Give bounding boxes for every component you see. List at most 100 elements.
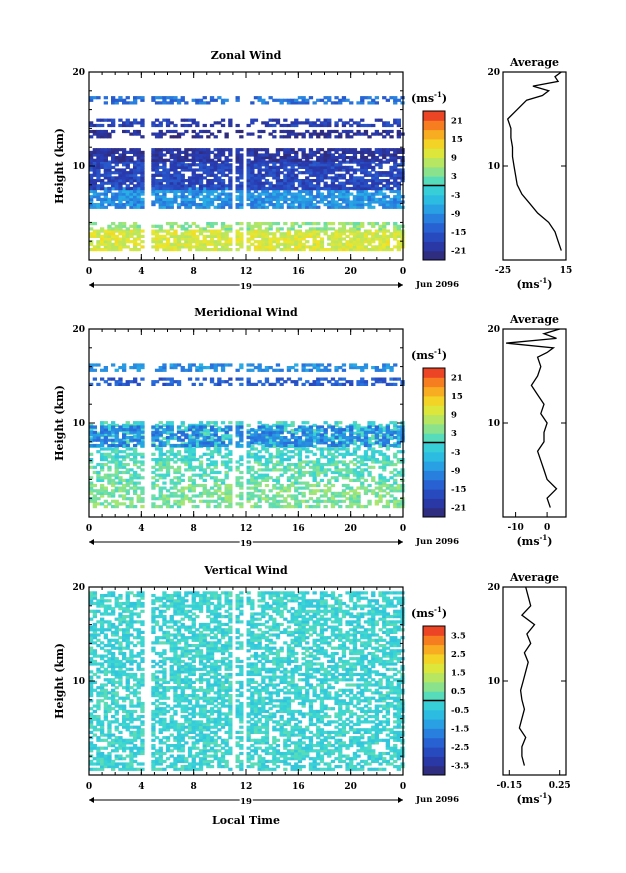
meridional-cell <box>133 380 138 384</box>
zonal-cell <box>246 184 251 188</box>
zonal-cell <box>118 186 123 191</box>
meridional-cell <box>162 481 167 485</box>
zonal-cell <box>345 189 350 194</box>
zonal-cell <box>111 158 116 162</box>
zonal-cell <box>158 135 163 139</box>
meridional-colorbar-bin <box>423 498 445 509</box>
zonal-cell <box>338 118 343 122</box>
meridional-cell <box>374 491 379 495</box>
zonal-cell <box>111 222 116 226</box>
meridional-cell <box>305 421 310 425</box>
zonal-cell <box>100 200 105 204</box>
zonal-cell <box>275 229 281 233</box>
zonal-cell <box>198 192 204 196</box>
meridional-cell <box>319 429 325 433</box>
meridional-cell <box>356 380 361 384</box>
zonal-cell <box>239 222 244 226</box>
meridional-cell <box>360 438 365 442</box>
zonal-cell <box>264 148 270 152</box>
zonal-cell <box>89 165 94 169</box>
zonal-cell <box>253 195 259 199</box>
meridional-cell <box>312 436 317 440</box>
zonal-colorbar-tick: 3 <box>451 172 457 182</box>
zonal-cell <box>107 148 112 152</box>
zonal-cell <box>195 156 200 160</box>
zonal-cell <box>100 227 105 231</box>
zonal-cell <box>228 240 233 244</box>
zonal-cell <box>363 156 369 160</box>
zonal-colorbar-bin <box>423 185 445 196</box>
meridional-cell <box>198 363 204 367</box>
meridional-cell <box>202 377 207 381</box>
meridional-cell <box>257 455 262 459</box>
zonal-cell <box>268 200 273 204</box>
zonal-cell <box>111 234 116 238</box>
meridional-cell <box>371 428 376 432</box>
meridional-cell <box>158 460 163 464</box>
zonal-cell <box>290 192 295 196</box>
meridional-cell <box>338 439 343 443</box>
zonal-cell <box>217 148 222 152</box>
meridional-cell <box>209 441 215 445</box>
zonal-cell <box>187 234 193 238</box>
zonal-cell <box>286 153 292 157</box>
meridional-cell <box>224 429 229 433</box>
zonal-cell <box>111 148 116 152</box>
meridional-cell <box>389 382 394 386</box>
meridional-cell <box>176 380 182 384</box>
zonal-cell <box>96 176 101 180</box>
zonal-cell <box>294 197 299 201</box>
meridional-cell <box>198 455 204 459</box>
zonal-cell <box>334 123 339 128</box>
zonal-cell <box>239 205 244 209</box>
zonal-cell <box>133 203 138 207</box>
meridional-cell <box>338 382 343 386</box>
meridional-cell <box>246 380 251 384</box>
meridional-cell <box>279 452 284 456</box>
meridional-cell <box>180 491 185 495</box>
zonal-cell <box>169 148 174 152</box>
meridional-cell <box>334 494 339 498</box>
zonal-cell <box>393 165 398 169</box>
zonal-cell <box>301 186 306 191</box>
zonal-cell <box>125 245 130 249</box>
zonal-cell <box>173 176 178 180</box>
meridional-cell <box>371 450 376 454</box>
zonal-cell <box>235 98 240 102</box>
zonal-cell <box>217 168 222 172</box>
meridional-cell <box>327 363 332 367</box>
zonal-cell <box>371 181 376 185</box>
meridional-cell <box>191 489 196 493</box>
zonal-cell <box>338 98 343 102</box>
meridional-cell <box>220 460 226 464</box>
meridional-cell <box>100 468 105 472</box>
zonal-cell <box>319 237 325 241</box>
meridional-cell <box>89 443 94 448</box>
zonal-cell <box>396 135 401 139</box>
meridional-cell <box>272 468 277 472</box>
zonal-cell <box>133 184 138 188</box>
meridional-cell <box>305 433 310 437</box>
meridional-cell <box>103 438 108 442</box>
meridional-cell <box>176 452 182 456</box>
zonal-cell <box>96 173 101 177</box>
zonal-cell <box>261 245 266 249</box>
zonal-cell <box>103 197 108 201</box>
meridional-cell <box>382 458 387 462</box>
zonal-cell <box>301 179 306 183</box>
zonal-cell <box>136 132 141 136</box>
meridional-cell <box>385 428 390 432</box>
meridional-cell <box>349 497 354 501</box>
zonal-cell <box>330 192 336 196</box>
meridional-cell <box>250 441 255 445</box>
meridional-cell <box>206 473 211 477</box>
meridional-cell <box>275 425 281 429</box>
zonal-cell <box>352 181 358 185</box>
zonal-cell <box>111 123 116 128</box>
zonal-cell <box>261 129 266 134</box>
zonal-cell <box>220 197 226 201</box>
zonal-cell <box>286 150 292 154</box>
meridional-cell <box>184 433 189 437</box>
meridional-cell <box>253 429 259 433</box>
zonal-cell <box>220 123 226 128</box>
